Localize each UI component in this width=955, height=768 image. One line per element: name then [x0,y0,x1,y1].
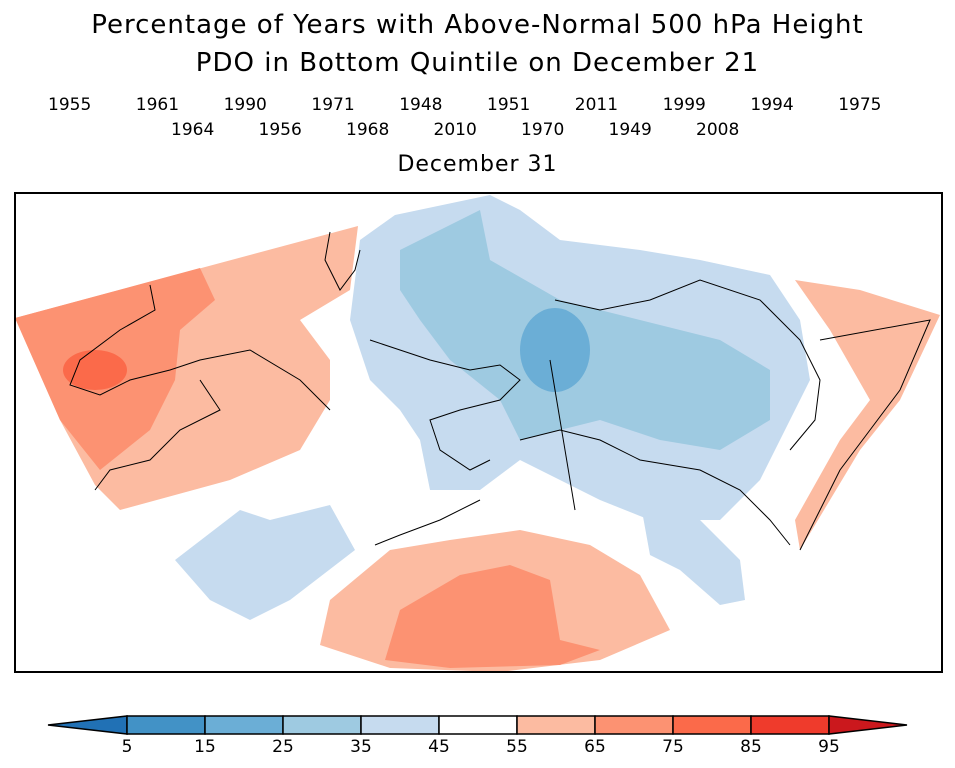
year-label: 1968 [346,120,390,140]
colorbar-tick-label: 25 [272,737,294,757]
colorbar-tick-label: 75 [662,737,684,757]
contour-65-75-south [385,565,600,668]
year-label: 1975 [838,95,882,115]
year-label: 2011 [574,95,619,115]
year-label: 1990 [223,95,267,115]
title-line-2: PDO in Bottom Quintile on December 21 [195,48,760,78]
colorbar [47,715,908,735]
colorbar-bin-15_25 [204,715,284,735]
contour-15-25-alaska [520,308,590,392]
colorbar-bin-55_65 [516,715,596,735]
map-frame [14,192,943,673]
year-label: 1994 [750,95,794,115]
colorbar-tick-label: 5 [121,737,133,757]
year-label: 1955 [48,95,92,115]
colorbar-bin-5_15 [126,715,206,735]
year-label: 1964 [171,120,215,140]
colorbar-tick-label: 65 [584,737,606,757]
year-label: 1956 [258,120,302,140]
colorbar-bin-65_75 [594,715,674,735]
colorbar-bin-25_35 [282,715,362,735]
colorbar-bin-35_45 [360,715,440,735]
colorbar-arrow-high [828,715,908,735]
colorbar-tick-label: 15 [194,737,216,757]
colorbar-tick-label: 95 [818,737,840,757]
shading [15,195,940,672]
title-line-1: Percentage of Years with Above-Normal 50… [91,10,864,40]
contour-35-45-southeast [640,500,745,605]
colorbar-bin-45_55 [438,715,518,735]
colorbar-tick-label: 35 [350,737,372,757]
year-label: 1961 [135,95,180,115]
coastlines [69,231,931,551]
subtitle: December 31 [397,152,558,177]
year-label: 1970 [521,120,565,140]
year-label: 1949 [608,120,652,140]
contour-75-85-west [63,350,127,390]
year-label: 1951 [487,95,531,115]
year-label: 1999 [662,95,706,115]
colorbar-arrow-low [47,715,128,735]
year-label: 2010 [433,120,477,140]
contour-55-65-east [795,280,940,550]
colorbar-bin-75_85 [672,715,752,735]
colorbar-tick-label: 85 [740,737,762,757]
colorbar-bin-85_95 [750,715,830,735]
contour-35-45-southwest [175,505,355,620]
year-label: 2008 [696,120,740,140]
colorbar-tick-label: 45 [428,737,450,757]
year-label: 1971 [311,95,355,115]
colorbar-tick-label: 55 [506,737,528,757]
year-label: 1948 [399,95,443,115]
